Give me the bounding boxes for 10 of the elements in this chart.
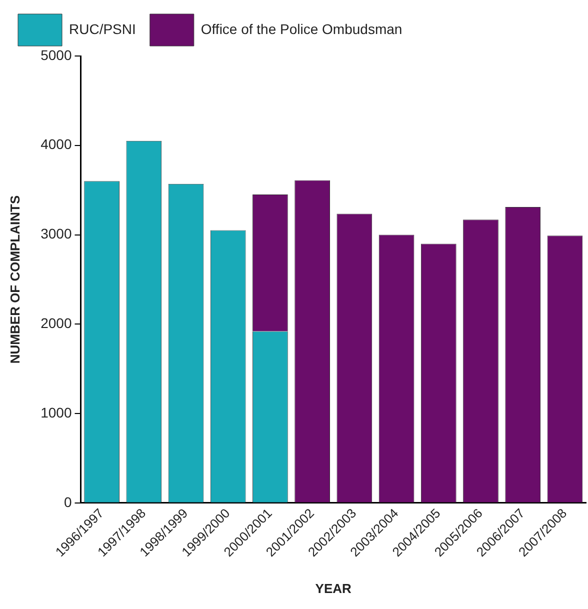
y-tick-label: 1000 bbox=[40, 404, 72, 420]
y-tick-label: 3000 bbox=[40, 226, 72, 242]
x-axis-title: YEAR bbox=[315, 580, 352, 596]
y-tick-label: 0 bbox=[64, 494, 72, 510]
legend-label: Office of the Police Ombudsman bbox=[200, 20, 402, 37]
y-tick-label: 4000 bbox=[40, 136, 72, 152]
y-tick-label: 2000 bbox=[40, 315, 72, 332]
legend-label: RUC/PSNI bbox=[69, 20, 136, 37]
y-axis-title: NUMBER OF COMPLAINTS bbox=[7, 195, 22, 364]
y-tick-label: 5000 bbox=[40, 46, 72, 63]
